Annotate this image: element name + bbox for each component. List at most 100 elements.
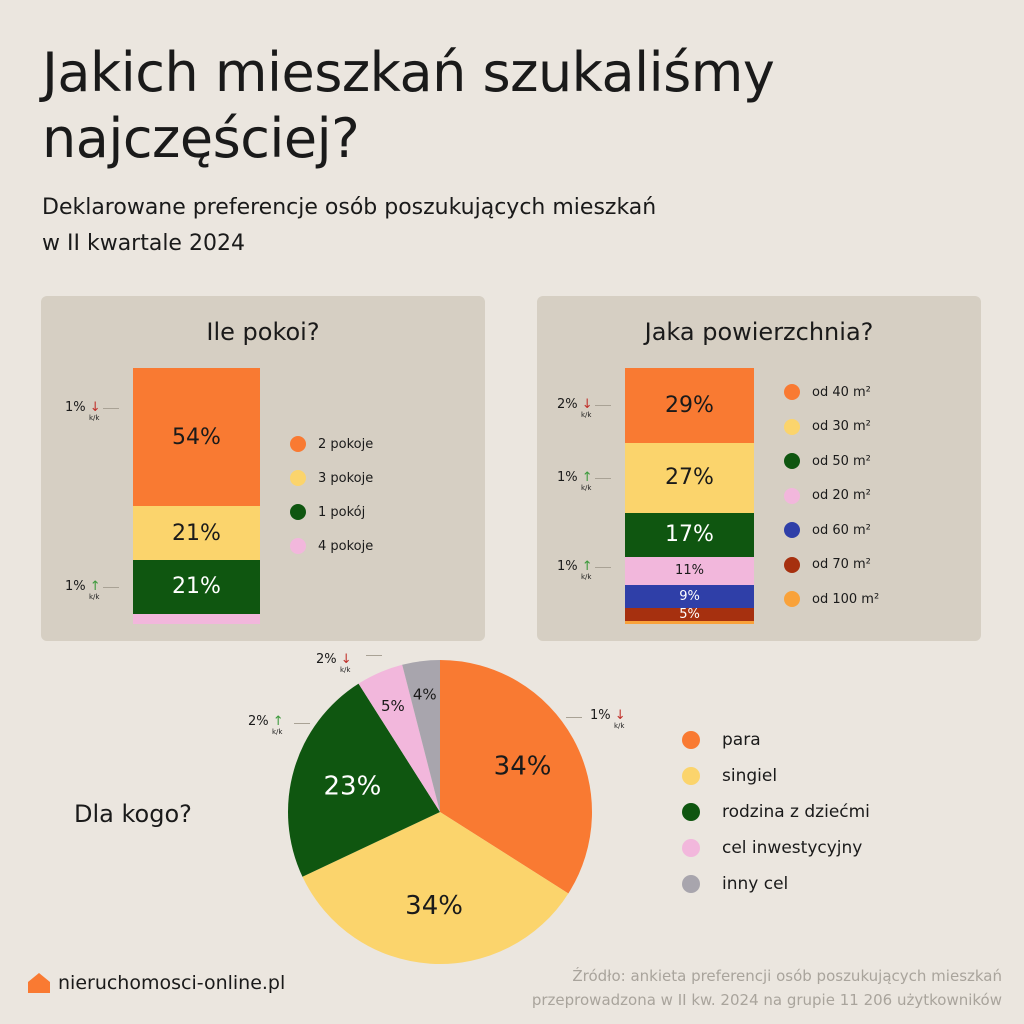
legend-label: 2 pokoje <box>318 436 374 452</box>
change-value: 1% <box>65 400 86 415</box>
pie-slice-3 <box>358 664 440 812</box>
bar-segment-0: 29% <box>625 368 754 443</box>
pie-slice-0 <box>440 660 592 894</box>
arrow-up-icon: ↑ <box>268 714 284 729</box>
change-value: 1% <box>557 558 578 574</box>
rooms-title: Ile pokoi? <box>206 318 320 346</box>
change-value: 1% <box>557 469 578 485</box>
legend-item: 2 pokoje <box>290 436 373 452</box>
bar-label: 9% <box>679 589 700 605</box>
bar-segment-5: 5% <box>625 607 754 622</box>
legend-label: cel inwestycyjny <box>722 838 863 858</box>
pie-chart: Dla kogo? 34% 34% 23% 5% 4% para singiel rodzi… <box>0 640 1024 970</box>
legend-label: od 40 m² <box>812 384 871 400</box>
legend-item: 1 pokój <box>290 504 365 520</box>
change-period: k/k <box>340 666 351 674</box>
bar-label: 17% <box>665 522 714 548</box>
legend-label: inny cel <box>722 874 789 894</box>
legend-swatch <box>682 803 700 821</box>
rooms-panel: Ile pokoi? 54% 21% 21% 2 pokoje 3 pokoje 1 po… <box>41 296 485 641</box>
change-value: 1% <box>590 708 611 723</box>
change-indicator: 1% ↑ k/k <box>65 578 101 601</box>
legend-label: rodzina z dziećmi <box>722 802 870 822</box>
legend-swatch <box>290 436 306 452</box>
arrow-down-icon: ↓ <box>610 708 626 723</box>
change-indicator: 2% ↑ k/k <box>248 714 284 736</box>
legend-label: 1 pokój <box>318 504 366 520</box>
legend-label: od 20 m² <box>812 488 871 503</box>
change-indicator: 2% ↓ k/k <box>557 397 593 419</box>
legend-item: od 40 m² <box>784 384 871 400</box>
legend-label: singiel <box>722 766 778 786</box>
change-value: 1% <box>65 578 86 594</box>
legend-item: singiel <box>682 766 777 786</box>
legend-swatch <box>784 591 800 607</box>
change-period: k/k <box>581 572 592 581</box>
arrow-down-icon: ↓ <box>85 400 101 415</box>
change-period: k/k <box>581 483 592 492</box>
bar-segment-3: 11% <box>625 556 754 586</box>
pie-svg: 34% 34% 23% 5% 4% <box>288 660 592 964</box>
bar-label: 27% <box>665 465 714 491</box>
pie-label: 34% <box>405 891 463 921</box>
pie-title: Dla kogo? <box>74 800 192 828</box>
legend-swatch <box>784 418 800 435</box>
change-indicator: 1% ↓ k/k <box>65 400 101 422</box>
pie-label: 4% <box>413 685 437 703</box>
legend-item: od 100 m² <box>784 591 879 607</box>
source-line-2: przeprowadzona w II kw. 2024 na grupie 1… <box>531 991 1002 1009</box>
leader-line <box>103 408 119 409</box>
change-value: 2% <box>248 714 269 729</box>
subtitle-line-1: Deklarowane preferencje osób poszukujący… <box>42 195 657 220</box>
arrow-up-icon: ↑ <box>577 469 593 485</box>
legend-label: od 70 m² <box>812 557 871 572</box>
pie-label: 34% <box>494 752 552 782</box>
legend-label: 4 pokoje <box>318 538 374 554</box>
bar-label: 21% <box>172 520 221 546</box>
area-title: Jaka powierzchnia? <box>644 318 874 346</box>
bar-segment-0: 54% <box>133 368 260 507</box>
legend-item: od 60 m² <box>784 522 871 538</box>
legend-item: 4 pokoje <box>290 538 373 554</box>
bar-segment-6 <box>625 621 754 624</box>
legend-label: od 100 m² <box>812 591 880 607</box>
bar-segment-1: 27% <box>625 442 754 513</box>
bar-segment-2: 21% <box>133 560 260 614</box>
legend-swatch <box>290 538 306 554</box>
legend-label: od 60 m² <box>812 522 871 538</box>
bar-label: 29% <box>665 392 714 418</box>
change-period: k/k <box>581 411 592 420</box>
legend-swatch <box>784 556 800 573</box>
change-period: k/k <box>89 592 100 601</box>
brand-name: nieruchomosci-online.pl <box>58 972 286 994</box>
legend-swatch <box>784 384 800 400</box>
source-note: Źródło: ankieta preferencji osób poszuku… <box>532 964 1002 1012</box>
leader-line <box>595 405 611 407</box>
pie-slice-4 <box>402 660 440 812</box>
brand-logo[interactable]: nieruchomosci-online.pl <box>28 972 285 994</box>
source-line-1: Źródło: ankieta preferencji osób poszuku… <box>572 967 1002 985</box>
title-line-1: Jakich mieszkań szukaliśmy <box>42 41 775 104</box>
legend-swatch <box>682 731 700 749</box>
legend-swatch <box>784 522 800 538</box>
legend-swatch <box>682 875 700 893</box>
change-indicator: 1% ↓ k/k <box>590 708 626 730</box>
legend-item: rodzina z dziećmi <box>682 802 870 822</box>
legend-item: od 70 m² <box>784 556 871 573</box>
pie-label: 5% <box>381 697 405 715</box>
legend-swatch <box>290 470 306 486</box>
bar-segment-4: 9% <box>625 585 754 609</box>
legend-item: od 50 m² <box>784 453 871 469</box>
arrow-up-icon: ↑ <box>85 578 101 594</box>
change-period: k/k <box>272 728 283 736</box>
leader-line <box>595 477 611 479</box>
area-panel: Jaka powierzchnia? 29% 27% 17% 11% 9% 5% od 40… <box>537 296 981 641</box>
arrow-down-icon: ↓ <box>336 652 352 667</box>
legend-label: 3 pokoje <box>318 470 374 486</box>
legend-label: od 30 m² <box>812 419 871 434</box>
change-indicator: 2% ↓ k/k <box>316 652 352 674</box>
change-indicator: 1% ↑ k/k <box>557 469 593 492</box>
pie-slice-1 <box>302 812 569 964</box>
bar-label: 54% <box>172 424 221 450</box>
change-period: k/k <box>89 414 100 422</box>
